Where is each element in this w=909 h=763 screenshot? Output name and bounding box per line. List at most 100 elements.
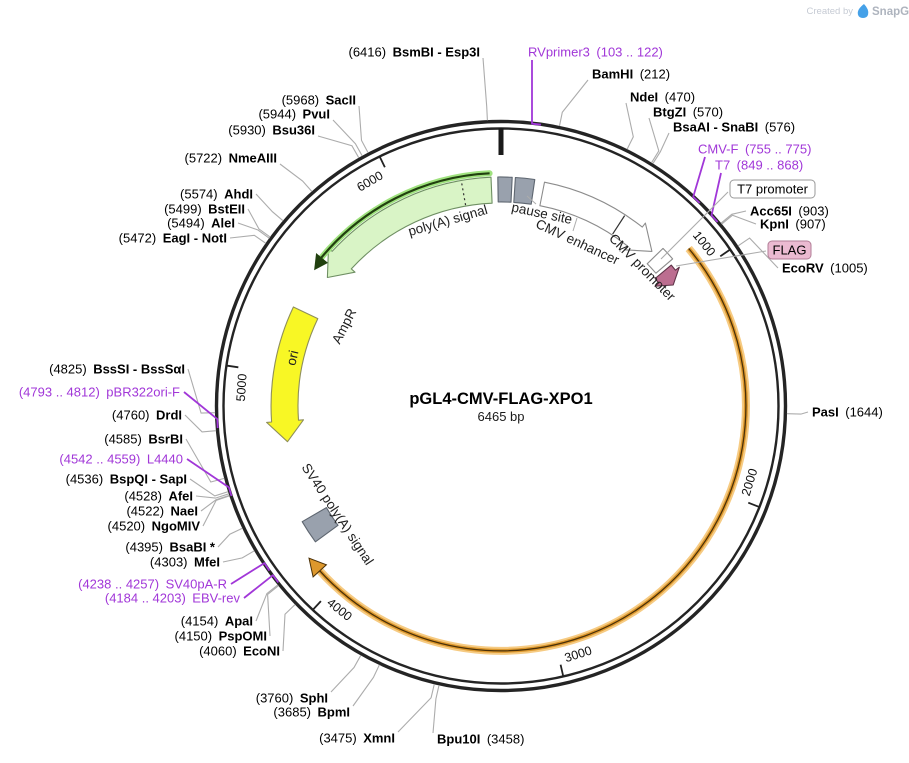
plasmid-size: 6465 bp xyxy=(478,409,525,424)
enzyme-site-label: (4154) ApaI xyxy=(181,614,253,629)
leader-line xyxy=(222,550,255,563)
leader-line xyxy=(195,493,229,499)
enzyme-site-label: (3475) XmnI xyxy=(319,731,395,746)
enzyme-site-label: (4060) EcoNI xyxy=(199,644,280,659)
leader-lines-layer xyxy=(183,57,809,734)
enzyme-site-label: BsaAI - SnaBI (576) xyxy=(673,120,795,135)
leader-line xyxy=(720,210,747,224)
enzyme-site-label: (4536) BspQI - SapI xyxy=(66,472,187,487)
leader-line xyxy=(237,222,270,239)
leader-line xyxy=(282,604,296,652)
leader-line xyxy=(397,683,435,733)
primer-label: (4184 .. 4203) EBV-rev xyxy=(105,591,241,606)
feature-xpo1-arrowhead xyxy=(308,557,328,578)
feature-divider-cmv-enhancer-promoter-arrow xyxy=(612,215,626,235)
leader-line xyxy=(660,191,729,260)
tick-label: 5000 xyxy=(234,373,250,402)
feature-label: AmpR xyxy=(329,306,360,346)
feature-label: SV40 poly(A) signal xyxy=(299,461,377,568)
leader-line xyxy=(721,214,757,225)
enzyme-site-label: (5944) PvuI xyxy=(258,107,330,122)
enzyme-site-label: Bpu10I (3458) xyxy=(437,732,524,747)
leader-line xyxy=(648,117,660,164)
enzyme-site-label: (5494) AleI xyxy=(167,216,235,231)
feature-ori-arrow xyxy=(266,306,319,443)
enzyme-site-label: (5499) BstEII xyxy=(164,202,245,217)
feature-ampr-line-arrowhead xyxy=(314,253,328,271)
leader-line xyxy=(737,237,779,269)
enzyme-site-label: KpnI (907) xyxy=(760,217,826,232)
enzyme-site-label: (5968) SacII xyxy=(282,93,356,108)
primer-label: (4542 .. 4559) L4440 xyxy=(59,452,183,467)
primer-mark xyxy=(243,574,280,599)
leader-line xyxy=(317,135,360,159)
tick-mark xyxy=(747,501,760,508)
leader-line xyxy=(185,438,225,483)
boxed-feature-label-box xyxy=(729,179,816,199)
enzyme-site-label: BamHI (212) xyxy=(592,67,670,82)
enzyme-site-label: PasI (1644) xyxy=(812,405,883,420)
primer-label: (4238 .. 4257) SV40pA-R xyxy=(78,577,227,592)
leader-line xyxy=(482,57,488,121)
snapgene-logo-icon xyxy=(857,4,869,18)
enzyme-site-label: (3760) SphI xyxy=(256,691,328,706)
enzyme-site-label: EcoRV (1005) xyxy=(782,261,868,276)
feature-divider-ampr-polya-band xyxy=(460,181,467,206)
leader-line xyxy=(625,102,634,150)
tick-label: 3000 xyxy=(563,643,594,665)
enzyme-site-label: (5930) Bsu36I xyxy=(228,123,315,138)
leader-line xyxy=(229,234,267,244)
feature-xpo1-mid xyxy=(316,247,748,653)
leader-line xyxy=(572,217,578,232)
features-layer xyxy=(266,170,750,655)
leader-line xyxy=(267,585,279,637)
tick-mark xyxy=(559,664,565,677)
leader-line xyxy=(652,132,670,164)
enzyme-site-label: (5574) AhdI xyxy=(180,187,253,202)
tick-mark xyxy=(226,364,239,369)
boxed-feature-label: T7 promoter xyxy=(737,182,808,197)
leader-line xyxy=(558,79,589,127)
leader-line xyxy=(184,414,217,433)
leader-line xyxy=(786,411,809,415)
leader-line xyxy=(255,584,279,622)
backbone-outer-circle xyxy=(214,119,788,693)
enzyme-site-label: (4825) BssSI - BssSαI xyxy=(49,362,185,377)
enzyme-site-label: (4395) BsaBI * xyxy=(125,540,216,555)
primer-label: RVprimer3 (103 .. 122) xyxy=(528,45,663,60)
leader-line xyxy=(619,241,622,253)
feature-pause-site-box-2 xyxy=(513,176,536,205)
primer-mark xyxy=(531,60,542,126)
primer-mark xyxy=(692,156,706,204)
watermark-brand: SnapGene xyxy=(872,6,909,18)
enzyme-site-label: (6416) BsmBI - Esp3I xyxy=(349,45,481,60)
enzyme-site-label: (3685) BpmI xyxy=(273,705,350,720)
enzyme-site-label: (4585) BsrBI xyxy=(104,432,183,447)
leader-line xyxy=(279,163,313,192)
primer-mark xyxy=(230,562,271,585)
leader-line xyxy=(432,685,440,734)
primer-label: CMV-F (755 .. 775) xyxy=(698,142,811,157)
tick-mark xyxy=(378,156,386,168)
leader-line xyxy=(526,195,537,205)
enzyme-site-label: NdeI (470) xyxy=(630,90,695,105)
feature-flag-arrow xyxy=(654,264,680,287)
enzyme-site-label: (4150) PspOMI xyxy=(175,629,267,644)
enzyme-site-label: (4760) DrdI xyxy=(112,408,182,423)
enzyme-site-label: BtgZI (570) xyxy=(653,105,723,120)
boxed-feature-label: FLAG xyxy=(773,243,807,258)
feature-cmv-enhancer-promoter-arrow xyxy=(539,181,653,252)
leader-line xyxy=(330,655,362,693)
feature-label: ori xyxy=(283,349,301,367)
primer-mark xyxy=(183,391,219,429)
feature-t7-promoter-box xyxy=(646,247,674,274)
feature-xpo1-glow xyxy=(315,245,750,655)
enzyme-site-label: (4303) MfeI xyxy=(150,555,220,570)
leader-line xyxy=(358,105,369,154)
feature-xpo1-core xyxy=(317,248,747,652)
primer-label: (4793 .. 4812) pBR322ori-F xyxy=(19,385,180,400)
feature-pause-site-box-1 xyxy=(497,176,513,203)
primer-mark xyxy=(186,458,233,497)
primer-mark xyxy=(710,172,722,223)
